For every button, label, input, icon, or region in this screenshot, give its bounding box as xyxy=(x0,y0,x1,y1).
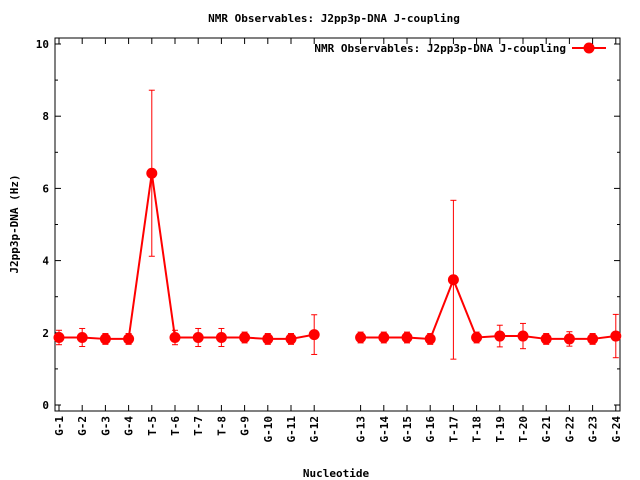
data-point xyxy=(517,330,529,342)
x-tick-label: G-9 xyxy=(239,416,252,436)
x-tick-label: T-5 xyxy=(146,416,159,436)
x-tick-label: G-3 xyxy=(99,416,112,436)
y-tick-label: 0 xyxy=(42,399,49,412)
x-axis: G-1 G-2 G-3 G-4 T-5 T-6 T-7 T-8 G-9 G-10 G-11 G-12 G… xyxy=(53,38,623,443)
data-point xyxy=(239,331,251,343)
y-tick-label: 8 xyxy=(42,110,49,123)
data-point xyxy=(146,167,158,179)
data-point xyxy=(192,331,204,343)
data-point xyxy=(494,330,506,342)
x-tick-label: G-12 xyxy=(308,416,321,443)
x-tick-label: G-4 xyxy=(123,416,136,436)
data-point xyxy=(355,331,367,343)
y-tick-label: 10 xyxy=(36,38,49,51)
x-tick-label: G-14 xyxy=(378,416,391,443)
data-point xyxy=(471,331,483,343)
x-tick-label: G-24 xyxy=(610,416,623,443)
data-point xyxy=(123,333,135,345)
x-tick-label: T-6 xyxy=(169,416,182,436)
legend-marker xyxy=(583,42,595,54)
x-tick-label: G-11 xyxy=(285,416,298,443)
y-axis-label: J2pp3p-DNA (Hz) xyxy=(8,174,21,273)
y-axis: 0 2 4 6 8 10 xyxy=(36,38,620,412)
data-point xyxy=(610,330,622,342)
data-point xyxy=(285,333,297,345)
series-line xyxy=(59,173,315,340)
x-tick-label: G-15 xyxy=(401,416,414,443)
data-point xyxy=(308,329,320,341)
data-point xyxy=(424,333,436,345)
series-line xyxy=(360,277,616,340)
x-tick-label: G-21 xyxy=(540,416,553,443)
x-tick-label: T-17 xyxy=(447,416,460,443)
data-point xyxy=(53,331,65,343)
data-point xyxy=(587,333,599,345)
x-tick-label: T-8 xyxy=(215,416,228,436)
x-tick-label: G-13 xyxy=(355,416,368,443)
data-point xyxy=(563,333,575,345)
legend-label: NMR Observables: J2pp3p-DNA J-coupling xyxy=(314,42,566,55)
y-tick-label: 2 xyxy=(42,327,49,340)
x-tick-label: G-16 xyxy=(424,416,437,443)
x-tick-label: T-18 xyxy=(471,416,484,443)
data-point xyxy=(540,333,552,345)
data-point xyxy=(215,331,227,343)
data-point xyxy=(262,333,274,345)
y-tick-label: 6 xyxy=(42,182,49,195)
data-point xyxy=(447,274,459,286)
data-point xyxy=(401,331,413,343)
x-tick-label: G-22 xyxy=(563,416,576,443)
series-layer xyxy=(53,89,622,360)
y-tick-label: 4 xyxy=(42,255,49,268)
data-point xyxy=(378,331,390,343)
data-point xyxy=(99,333,111,345)
legend: NMR Observables: J2pp3p-DNA J-coupling xyxy=(314,42,606,55)
data-point xyxy=(169,331,181,343)
x-axis-label: Nucleotide xyxy=(303,467,370,480)
x-tick-label: T-19 xyxy=(494,416,507,443)
x-tick-label: G-1 xyxy=(53,416,66,436)
x-tick-label: T-20 xyxy=(517,416,530,443)
x-tick-label: G-10 xyxy=(262,416,275,443)
x-tick-label: T-7 xyxy=(192,416,205,436)
chart-title: NMR Observables: J2pp3p-DNA J-coupling xyxy=(208,12,460,25)
data-point xyxy=(76,331,88,343)
plot-frame xyxy=(54,37,621,412)
x-tick-label: G-23 xyxy=(587,416,600,443)
x-tick-label: G-2 xyxy=(76,416,89,436)
